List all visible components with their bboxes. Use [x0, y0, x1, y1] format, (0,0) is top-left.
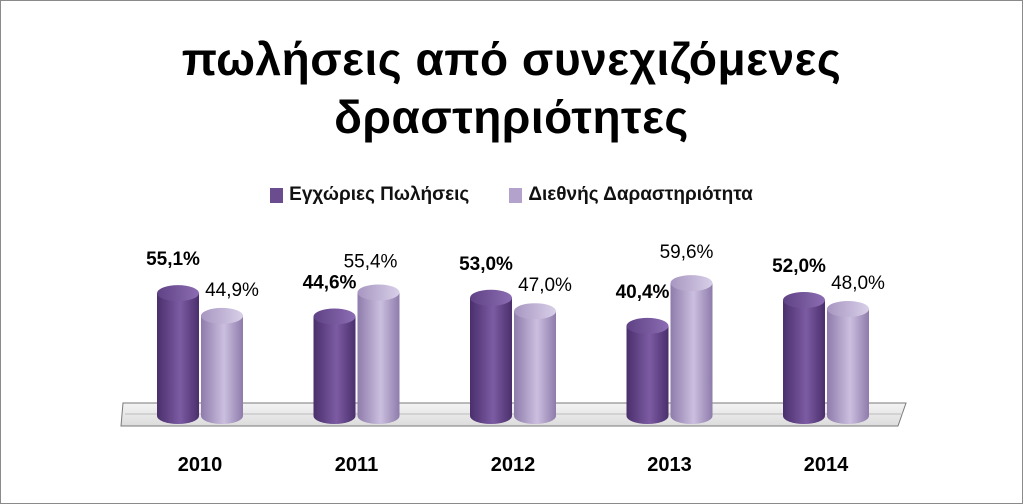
bar-top-0-2010	[157, 285, 199, 302]
bar-international-2014	[827, 308, 869, 424]
chart-title-line-2: δραστηριότητες	[334, 91, 689, 143]
bar-international-2011	[357, 292, 400, 424]
data-label-1-2010: 44,9%	[205, 280, 259, 301]
data-label-1-2013: 59,6%	[660, 242, 714, 263]
chart-title-line-1: πωλήσεις από συνεχιζόμενες	[181, 33, 842, 85]
bar-top-1-2013	[670, 275, 713, 292]
bar-top-1-2011	[357, 284, 400, 301]
x-tick-2014: 2014	[804, 454, 849, 476]
bar-top-0-2014	[783, 292, 825, 309]
data-label-1-2014: 48,0%	[831, 273, 885, 294]
bar-international-2010	[201, 315, 243, 424]
x-tick-2012: 2012	[491, 454, 536, 476]
x-tick-2010: 2010	[178, 454, 223, 476]
legend-item-domestic: Εγχώριες Πωλήσεις	[270, 184, 469, 206]
data-label-0-2014: 52,0%	[772, 256, 826, 277]
bar-top-1-2010	[201, 307, 243, 324]
legend-swatch-international	[509, 187, 523, 203]
bar-top-1-2012	[514, 303, 556, 320]
chart-legend: Εγχώριες Πωλήσεις Διεθνής Δαραστηριότητα	[0, 184, 1023, 206]
bar-top-1-2014	[827, 300, 869, 317]
bar-top-0-2011	[313, 308, 356, 325]
legend-label-domestic: Εγχώριες Πωλήσεις	[289, 184, 470, 205]
bar-international-2013	[670, 283, 713, 424]
bar-domestic-2013	[626, 325, 669, 424]
x-tick-2013: 2013	[647, 454, 692, 476]
legend-item-international: Διεθνής Δαραστηριότητα	[509, 184, 753, 206]
bar-domestic-2010	[157, 293, 199, 424]
bar-top-0-2013	[626, 317, 669, 334]
data-label-0-2013: 40,4%	[616, 282, 670, 303]
x-tick-2011: 2011	[335, 454, 378, 476]
data-label-1-2011: 55,4%	[344, 251, 398, 272]
bar-international-2012	[514, 311, 556, 424]
bar-domestic-2011	[313, 316, 356, 424]
chart-title: πωλήσεις από συνεχιζόμενες δραστηριότητε…	[0, 30, 1023, 146]
data-label-0-2011: 44,6%	[303, 273, 357, 294]
legend-swatch-domestic	[270, 187, 284, 203]
legend-label-international: Διεθνής Δαραστηριότητα	[528, 184, 753, 205]
data-label-0-2010: 55,1%	[146, 249, 200, 270]
bar-domestic-2012	[470, 297, 512, 424]
bar-domestic-2014	[783, 300, 825, 424]
data-label-0-2012: 53,0%	[459, 254, 513, 275]
data-label-1-2012: 47,0%	[518, 275, 572, 296]
bar-top-0-2012	[470, 289, 512, 306]
